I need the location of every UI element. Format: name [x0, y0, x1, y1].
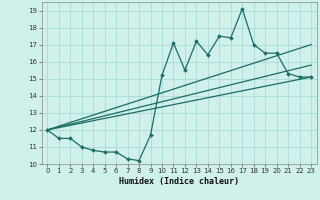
X-axis label: Humidex (Indice chaleur): Humidex (Indice chaleur)	[119, 177, 239, 186]
